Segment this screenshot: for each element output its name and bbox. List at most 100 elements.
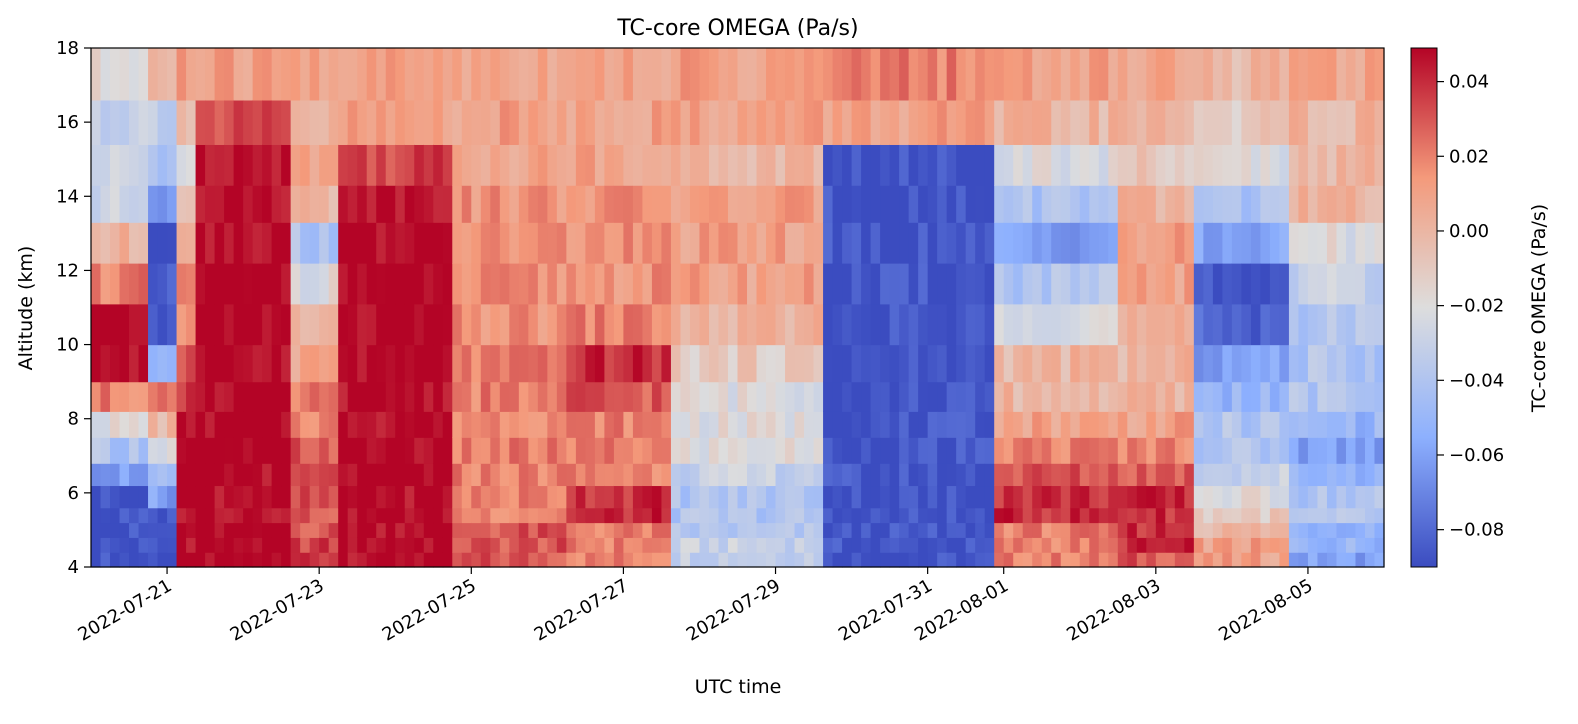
heatmap-cell — [309, 537, 320, 553]
heatmap-cell — [442, 485, 453, 509]
heatmap-cell — [357, 552, 368, 568]
heatmap-cell — [1355, 144, 1366, 186]
heatmap-cell — [1222, 507, 1233, 524]
heatmap-cell — [271, 303, 282, 346]
heatmap-cell — [357, 222, 368, 264]
heatmap-cell — [148, 99, 159, 145]
heatmap-cell — [623, 552, 634, 568]
x-axis-label: UTC time — [695, 676, 782, 698]
heatmap-cell — [433, 463, 444, 487]
heatmap-cell — [252, 48, 263, 101]
heatmap-cell — [937, 537, 948, 553]
heatmap-cell — [747, 344, 758, 383]
heatmap-cell — [556, 222, 567, 264]
heatmap-cell — [813, 263, 824, 305]
heatmap-cell — [300, 537, 311, 553]
heatmap-cell — [927, 552, 938, 568]
heatmap-cell — [395, 99, 406, 145]
heatmap-cell — [642, 185, 653, 223]
heatmap-cell — [157, 344, 168, 383]
heatmap-cell — [395, 411, 406, 438]
heatmap-cell — [604, 507, 615, 524]
heatmap-cell — [766, 263, 777, 305]
heatmap-cell — [328, 522, 339, 538]
heatmap-cell — [91, 99, 102, 145]
heatmap-cell — [737, 381, 748, 412]
heatmap-cell — [338, 185, 349, 223]
heatmap-cell — [1098, 411, 1109, 438]
heatmap-cell — [376, 411, 387, 438]
heatmap-cell — [414, 537, 425, 553]
heatmap-cell — [832, 144, 843, 186]
heatmap-cell — [110, 263, 121, 305]
heatmap-cell — [1288, 522, 1300, 538]
heatmap-cell — [927, 263, 938, 305]
heatmap-cell — [1117, 144, 1128, 186]
heatmap-cell — [1108, 552, 1119, 568]
heatmap-cell — [243, 185, 254, 223]
heatmap-cell — [984, 99, 995, 145]
heatmap-cell — [499, 463, 510, 487]
heatmap-cell — [1193, 303, 1204, 346]
heatmap-cell — [452, 463, 463, 487]
heatmap-cell — [842, 485, 853, 509]
heatmap-cell — [414, 99, 425, 145]
heatmap-cell — [1013, 437, 1024, 464]
heatmap-cell — [233, 303, 244, 346]
heatmap-cell — [480, 537, 491, 553]
heatmap-cell — [233, 99, 244, 145]
heatmap-cell — [813, 144, 824, 186]
heatmap-cell — [1013, 537, 1024, 553]
heatmap-cell — [129, 507, 140, 524]
heatmap-cell — [195, 303, 206, 346]
heatmap-cell — [908, 263, 919, 305]
heatmap-cell — [1041, 537, 1052, 553]
heatmap-cell — [946, 381, 957, 412]
heatmap-cell — [1317, 263, 1328, 305]
heatmap-cell — [1089, 99, 1100, 145]
heatmap-cell — [804, 552, 815, 568]
heatmap-cell — [452, 99, 463, 145]
heatmap-cell — [157, 48, 168, 101]
heatmap-cell — [880, 522, 891, 538]
heatmap-cell — [908, 344, 919, 383]
heatmap-cell — [794, 303, 805, 346]
heatmap-cell — [813, 99, 824, 145]
heatmap-cell — [1279, 381, 1290, 412]
heatmap-cell — [186, 463, 197, 487]
heatmap-cell — [718, 144, 729, 186]
heatmap-cell — [737, 485, 748, 509]
heatmap-cell — [1155, 381, 1166, 412]
heatmap-cell — [243, 552, 254, 568]
heatmap-cell — [1279, 185, 1290, 223]
heatmap-cell — [642, 463, 653, 487]
heatmap-cell — [1146, 344, 1157, 383]
heatmap-cell — [756, 263, 767, 305]
colorbar-tick-label: −0.06 — [1449, 445, 1504, 466]
heatmap-cell — [214, 263, 225, 305]
heatmap-cell — [870, 507, 881, 524]
heatmap-cell — [613, 485, 625, 509]
heatmap-cell — [214, 99, 225, 145]
heatmap-cell — [309, 185, 320, 223]
heatmap-cell — [1241, 263, 1252, 305]
heatmap-cell — [129, 485, 140, 509]
heatmap-cell — [575, 344, 586, 383]
y-tick-label: 12 — [56, 260, 79, 281]
heatmap-cell — [1098, 485, 1109, 509]
heatmap-cell — [1051, 48, 1062, 101]
heatmap-cell — [499, 485, 510, 509]
heatmap-cell — [842, 144, 853, 186]
heatmap-cell — [613, 303, 625, 346]
heatmap-cell — [167, 507, 178, 524]
heatmap-cell — [1241, 344, 1252, 383]
heatmap-cell — [1041, 144, 1052, 186]
heatmap-cell — [937, 263, 948, 305]
heatmap-cell — [1212, 344, 1223, 383]
heatmap-cell — [1193, 344, 1204, 383]
heatmap-cell — [946, 507, 957, 524]
heatmap-cell — [1307, 522, 1319, 538]
heatmap-cell — [823, 437, 834, 464]
heatmap-cell — [670, 144, 682, 186]
heatmap-cell — [233, 537, 244, 553]
